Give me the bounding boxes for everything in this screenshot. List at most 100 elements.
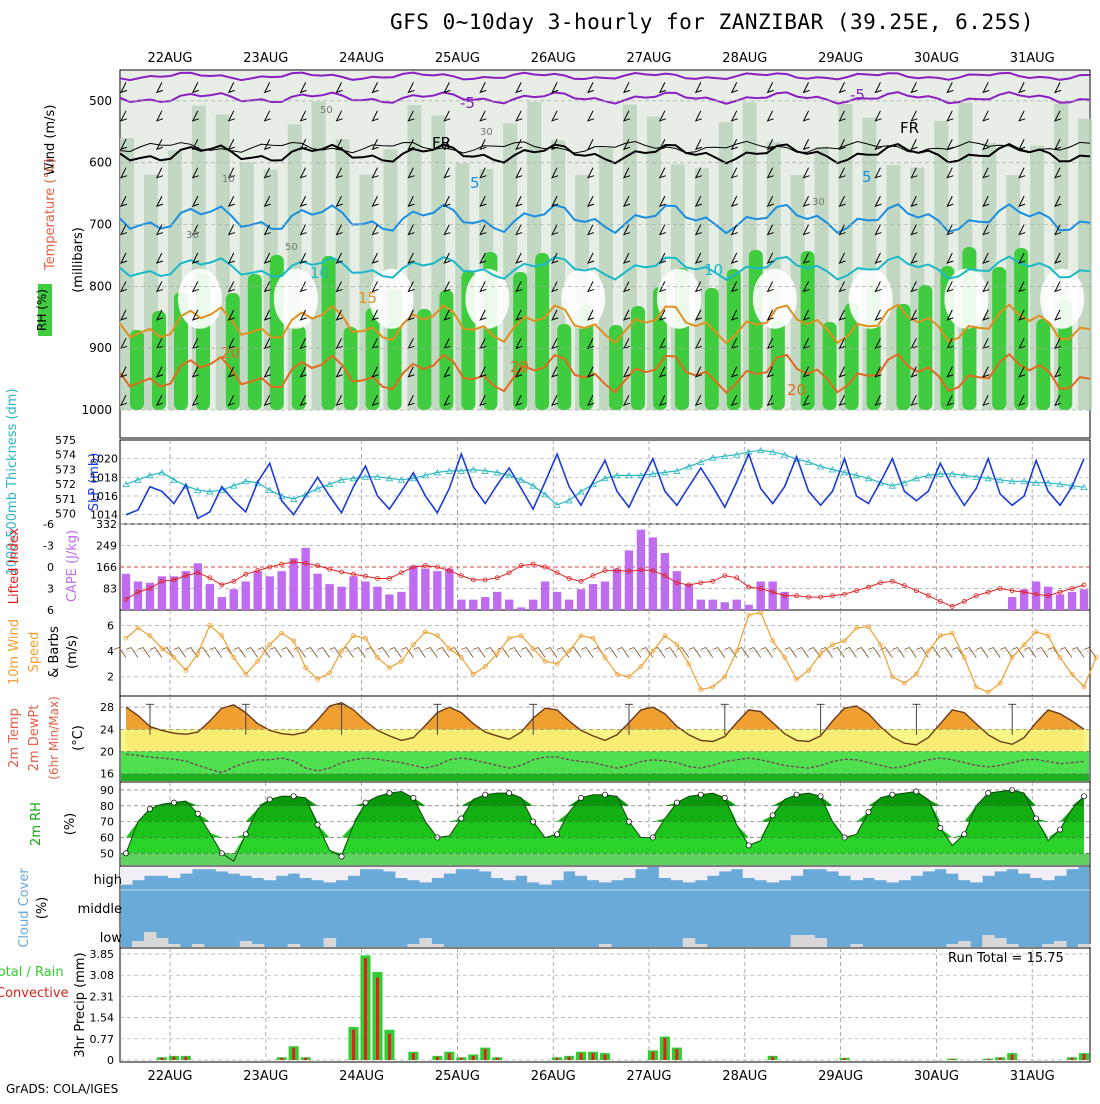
lifted-index-point [207, 575, 213, 581]
wind-speed-point [662, 633, 668, 639]
cape-bar [576, 589, 586, 610]
lifted-index-point [482, 577, 488, 583]
wind-barb [587, 110, 595, 122]
thickness-point [385, 475, 394, 482]
cloud-high-bar [1054, 867, 1067, 876]
cape-bar [481, 597, 490, 610]
lifted-index-point [806, 594, 811, 600]
cloud-high-bar [970, 867, 983, 883]
wind-barb [730, 195, 738, 207]
wind-barb [227, 366, 235, 378]
cloud-high-bar [371, 867, 384, 870]
cloud-high-bar [167, 867, 181, 878]
cloud-low-bar [167, 944, 181, 947]
wind-speed-point [267, 642, 273, 648]
thickness-point [577, 488, 585, 495]
lifted-index-point [937, 599, 943, 604]
rh-point [458, 815, 465, 822]
cape-bar [1055, 594, 1065, 610]
wind-barb [371, 252, 379, 264]
wind-barb-10m [461, 646, 474, 658]
temp-band-16-20 [121, 751, 1089, 774]
precip-tick-label: 3.85 [90, 948, 115, 961]
cape-bar [205, 584, 215, 610]
thickness-point [481, 467, 489, 474]
wind-barb [407, 224, 415, 236]
cloud-low-bar [143, 932, 157, 947]
wind-barb [1018, 252, 1026, 264]
cloud-low-bar [1054, 941, 1067, 947]
wind-barb [1054, 252, 1062, 264]
date-label-top: 22AUG [147, 51, 192, 66]
wind-speed-point [794, 676, 800, 682]
lifted-index-point [746, 584, 752, 590]
thickness-point [780, 451, 789, 458]
wind-barb [263, 110, 271, 122]
contour-label: 20 [510, 358, 529, 376]
lifted-index-point [650, 568, 656, 573]
page-title: GFS 0~10day 3-hourly for ZANZIBAR (39.25… [390, 10, 1035, 34]
wind-barb [551, 167, 559, 179]
wind-barb [622, 394, 631, 407]
wind-barb [622, 338, 631, 350]
date-label-bottom: 24AUG [339, 1069, 384, 1084]
wind-speed-point [542, 658, 548, 664]
lifted-index-point [1081, 582, 1087, 588]
precip-convective-bar [1070, 1057, 1074, 1060]
wind-barb [191, 110, 199, 122]
rh-dry-patch [273, 268, 318, 329]
wind-speed-point [830, 642, 835, 648]
wind-barb [299, 139, 307, 151]
wind-speed-point [183, 667, 189, 673]
cloud-high-bar [131, 867, 145, 881]
wind-barb [658, 309, 667, 321]
cloud-low-bar [155, 938, 169, 947]
wind-barb [1054, 82, 1062, 94]
wind-barb [1054, 366, 1062, 378]
thickness-point [804, 458, 813, 466]
date-label-top: 28AUG [722, 51, 767, 66]
precip-convective-bar [364, 958, 367, 1060]
cape-bar [588, 584, 598, 610]
wind-barb-10m [616, 646, 630, 658]
wind-barb [622, 281, 631, 293]
rh-dry-patch [944, 268, 989, 329]
lifted-index-point [123, 596, 129, 602]
wind-speed-point [734, 648, 740, 654]
wind-speed-point [806, 667, 811, 673]
wind-speed-point [674, 642, 680, 648]
rh-contour-label: 30 [812, 197, 825, 208]
lifted-index-point [710, 578, 716, 584]
wind-barb [658, 252, 667, 264]
rh-high-column [704, 288, 719, 410]
rh-dry-patch [848, 268, 893, 329]
thickness-point [613, 472, 621, 479]
cape-bar [660, 553, 670, 610]
wind-speed-point [901, 680, 907, 686]
wind-tick-label: 4 [107, 645, 114, 658]
wind-barb [263, 139, 271, 151]
thickness-point [972, 473, 980, 480]
wind-speed-point [997, 680, 1003, 686]
lifted-index-point [758, 586, 764, 591]
wind-speed-point [171, 655, 177, 660]
cloud-high-bar [1042, 867, 1055, 881]
wind-barb-10m [688, 646, 702, 658]
wind-speed-point [746, 612, 752, 618]
cloud-low-bar [682, 938, 696, 947]
rh-point [482, 791, 489, 798]
wind-speed-point [602, 655, 608, 660]
wind-barb [371, 110, 379, 122]
lifted-index-point [1021, 589, 1027, 595]
wind-barb [910, 281, 918, 293]
wind-barb-10m [760, 646, 774, 658]
wind-barb [371, 309, 379, 321]
cloud-high-bar [359, 867, 372, 870]
wind-barb [120, 309, 128, 321]
lifted-index-point [243, 571, 249, 577]
lifted-index-point [542, 564, 548, 570]
precip-tick-label: 1.54 [90, 1012, 115, 1025]
date-label-bottom: 31AUG [1010, 1069, 1055, 1084]
rh-point [985, 790, 992, 797]
wind-barb [443, 139, 451, 151]
